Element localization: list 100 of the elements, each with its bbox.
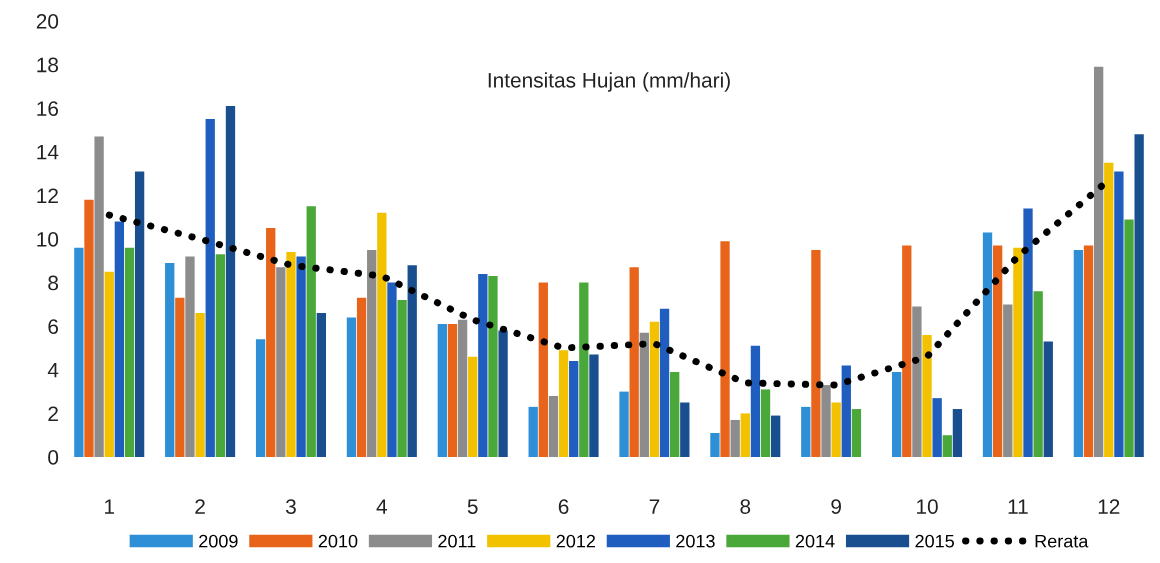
bar (114, 221, 125, 457)
bar (1114, 171, 1124, 457)
bar (851, 409, 862, 457)
bar (1073, 249, 1084, 457)
bar (185, 256, 195, 457)
bar (538, 282, 548, 457)
y-tick-label: 2 (48, 406, 58, 421)
bar (195, 313, 205, 457)
legend-label: 2014 (795, 534, 835, 548)
x-tick-label: 12 (1098, 499, 1120, 514)
bar (548, 395, 559, 457)
legend-label: 2012 (556, 534, 595, 548)
x-tick-label: 5 (467, 499, 478, 514)
y-tick-label: 8 (48, 275, 59, 291)
bar (569, 361, 579, 457)
legend-label: 2013 (676, 534, 715, 548)
bar (639, 332, 649, 457)
legend-label: 2015 (915, 534, 954, 548)
bar (104, 271, 114, 457)
y-tick-label: 12 (37, 188, 58, 203)
x-tick-label: 1 (105, 499, 115, 514)
legend-label: 2011 (438, 534, 476, 548)
y-tick-label: 0 (48, 450, 59, 465)
bar (750, 345, 761, 457)
bar (558, 350, 569, 457)
bar (649, 321, 660, 457)
x-tick-label: 10 (917, 499, 938, 514)
bar (407, 265, 417, 457)
bar (356, 297, 367, 457)
bar (346, 317, 357, 457)
bar (902, 245, 912, 457)
bar (255, 339, 266, 457)
bar (680, 402, 690, 457)
bar (619, 391, 629, 457)
bar (457, 319, 468, 457)
bar (579, 282, 589, 457)
y-tick-label: 6 (48, 319, 59, 334)
x-tick-label: 4 (376, 499, 388, 514)
bar (589, 354, 599, 457)
x-tick-label: 3 (285, 499, 296, 514)
bar (296, 256, 306, 457)
bar (94, 136, 104, 457)
bar (528, 406, 538, 457)
bar (841, 365, 851, 457)
bar (892, 371, 902, 457)
bar (266, 228, 276, 457)
bar (498, 330, 508, 457)
bar (447, 324, 458, 457)
legend-label: Rerata (1035, 534, 1089, 548)
bar (932, 398, 942, 457)
x-tick-label: 2 (195, 499, 205, 514)
bar (397, 300, 407, 457)
bar (912, 306, 922, 457)
bar (134, 171, 145, 457)
x-tick-label: 9 (831, 499, 841, 514)
bar (831, 402, 841, 457)
y-tick-label: 16 (37, 101, 59, 116)
text: Intensitas Hujan (mm/hari) (488, 72, 730, 92)
bar (377, 212, 387, 457)
bar (1003, 304, 1013, 457)
bar (74, 247, 84, 457)
bar (367, 249, 377, 457)
x-tick-label: 8 (740, 499, 751, 514)
bar (811, 249, 821, 457)
y-tick-label: 4 (47, 363, 59, 378)
bar (982, 232, 993, 457)
bar (730, 419, 740, 457)
bar (710, 433, 720, 457)
bar (1043, 341, 1053, 457)
bar (992, 245, 1003, 457)
bar (1134, 134, 1144, 457)
bar (952, 409, 963, 457)
y-tick-label: 10 (37, 232, 59, 247)
x-tick-label: 6 (558, 499, 569, 514)
bar (175, 297, 185, 457)
bar (488, 276, 498, 457)
bar (670, 371, 680, 457)
bar (629, 267, 639, 457)
bar (1083, 245, 1094, 457)
bar (215, 254, 226, 457)
bar (1093, 66, 1104, 457)
bar (1023, 208, 1033, 457)
bar (801, 406, 811, 457)
x-tick-label: 11 (1008, 499, 1028, 514)
legend-label: 2009 (199, 534, 238, 548)
bar (659, 308, 670, 457)
bar (1033, 291, 1043, 457)
bar (124, 247, 135, 457)
x-tick-label: 7 (649, 499, 660, 514)
bar (286, 252, 296, 457)
legend-label: 2010 (318, 534, 358, 548)
bar (165, 262, 175, 457)
bar (387, 282, 397, 457)
bar (821, 385, 831, 457)
bar (740, 413, 750, 457)
bar (1104, 162, 1114, 457)
bar (760, 389, 771, 457)
bar (1124, 219, 1134, 457)
bar (276, 267, 286, 457)
bar (478, 273, 488, 457)
